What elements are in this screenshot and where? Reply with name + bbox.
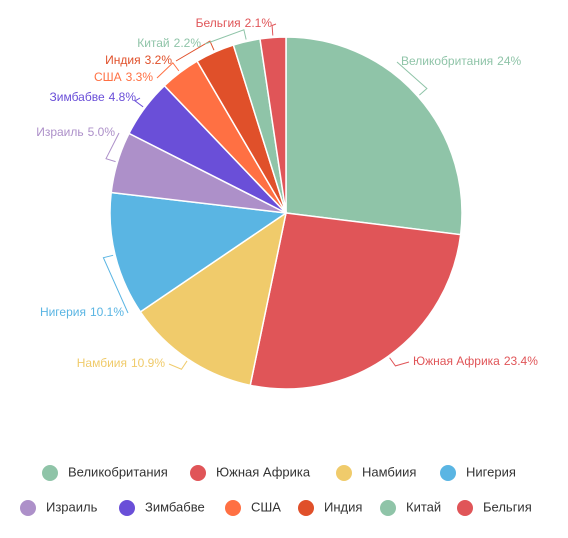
leader-line [204,29,247,45]
slice-label-name: Нигерия [40,305,86,319]
leader-line [156,62,180,79]
legend-swatch [336,465,352,481]
leader-line [396,61,428,96]
slice-label-name: Бельгия [196,16,241,30]
legend-label: Китай [406,499,441,514]
slice-label-name: Зимбабве [50,90,105,104]
legend-swatch [457,500,473,516]
legend-item: Великобритания [42,464,168,481]
legend-swatch [225,500,241,516]
slice-label-name: Южная Африка [413,354,500,368]
legend-label: Бельгия [483,499,532,514]
slice-label: Нигерия 10.1% [40,305,124,319]
slice-label-value: 10.9% [131,356,165,370]
slice-label-name: Намбиия [77,356,127,370]
leader-line [134,97,144,108]
pie-slice [259,36,287,214]
slice-label-value: 3.3% [126,70,154,84]
pie-slice [109,191,289,313]
slice-label-value: 2.1% [245,16,273,30]
slice-label-value: 2.2% [174,36,202,50]
slice-label: США 3.3% [94,70,153,84]
legend-swatch [119,500,135,516]
slice-label: Израиль 5.0% [36,125,115,139]
legend-label: Намбиия [362,464,416,479]
legend-item: Израиль [20,499,98,516]
leader-line [168,360,188,370]
legend-swatch [190,465,206,481]
slice-label-value: 4.8% [109,90,137,104]
legend-label: Зимбабве [145,499,205,514]
legend-label: Южная Африка [216,464,311,479]
legend-item: Бельгия [457,499,532,516]
slice-label: Зимбабве 4.8% [50,90,137,104]
slice-label-name: Великобритания [401,54,493,68]
legend-label: Нигерия [466,464,516,479]
slice-label-value: 5.0% [88,125,116,139]
slice-label-value: 24% [497,54,521,68]
slice-label: Индия 3.2% [105,53,172,67]
slice-label-name: Китай [137,36,169,50]
slice-label-name: Индия [105,53,140,67]
legend-swatch [380,500,396,516]
pie-slice [249,212,462,390]
slice-label-value: 3.2% [145,53,173,67]
slice-label: Южная Африка 23.4% [413,354,538,368]
leader-line [389,357,410,367]
leader-line [271,23,277,36]
legend-item: Намбиия [336,464,416,481]
legend-item: Южная Африка [190,464,311,481]
legend-swatch [298,500,314,516]
pie-slice [285,36,463,236]
slice-label: Намбиия 10.9% [77,356,166,370]
slice-label: Китай 2.2% [137,36,201,50]
slice-label-value: 10.1% [90,305,124,319]
legend-label: Индия [324,499,362,514]
legend-label: Великобритания [68,464,168,479]
legend-item: Нигерия [440,464,516,481]
pie-slice [139,211,288,387]
legend-label: США [251,499,281,514]
legend-item: Китай [380,499,441,516]
legend-swatch [42,465,58,481]
legend-swatch [440,465,456,481]
legend-swatch [20,500,36,516]
legend-label: Израиль [46,499,98,514]
slice-label: Великобритания 24% [401,54,522,68]
leader-line [175,40,215,62]
leader-line [105,132,120,163]
leader-line [102,254,129,314]
slice-label-value: 23.4% [504,354,538,368]
legend-item: США [225,499,281,516]
slice-label: Бельгия 2.1% [196,16,273,30]
slice-label-name: Израиль [36,125,83,139]
legend-item: Зимбабве [119,499,205,516]
legend-item: Индия [298,499,362,516]
slice-label-name: США [94,70,122,84]
